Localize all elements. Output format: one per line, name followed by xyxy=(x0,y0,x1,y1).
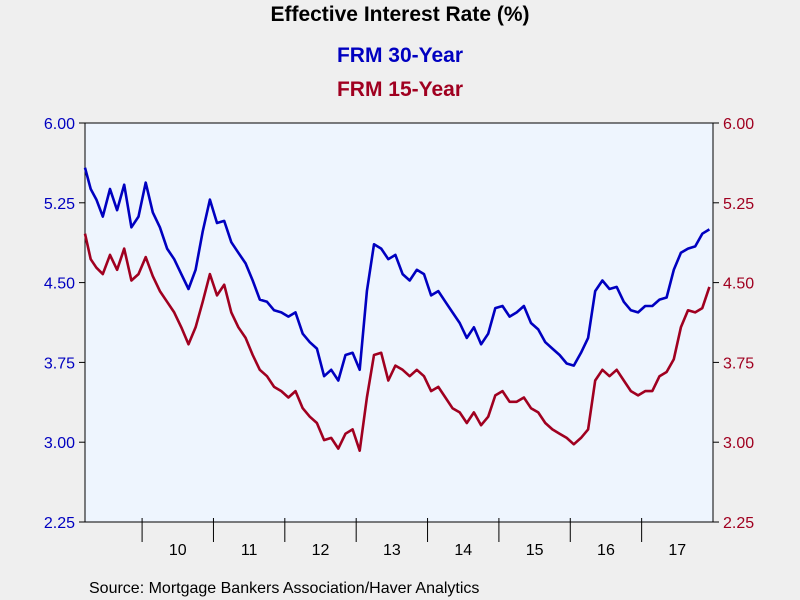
x-tick-label: 12 xyxy=(312,542,330,559)
y-axis-right: 6.00 5.25 4.50 3.75 3.00 2.25 xyxy=(713,116,754,532)
x-tick-label: 10 xyxy=(169,542,187,559)
y-tick-label-right: 3.75 xyxy=(723,355,754,372)
y-tick-label-left: 2.25 xyxy=(44,515,75,532)
series-lines xyxy=(83,167,711,453)
x-tick-label: 16 xyxy=(597,542,615,559)
legend-entry-frm-15-year: FRM 15-Year xyxy=(337,78,463,101)
y-tick-label-left: 4.50 xyxy=(44,276,75,293)
x-tick-label: 17 xyxy=(668,542,686,559)
y-tick-label-left: 5.25 xyxy=(44,196,75,213)
x-tick-label: 14 xyxy=(454,542,472,559)
series-line-frm-15-year xyxy=(83,233,711,453)
y-tick-label-right: 5.25 xyxy=(723,196,754,213)
y-tick-label-left: 6.00 xyxy=(44,116,75,133)
x-tick-label: 15 xyxy=(526,542,544,559)
y-axis-left: 6.00 5.25 4.50 3.75 3.00 2.25 xyxy=(44,116,85,532)
source-note: Source: Mortgage Bankers Association/Hav… xyxy=(89,580,479,597)
y-tick-label-right: 2.25 xyxy=(723,515,754,532)
series-line-frm-30-year xyxy=(83,167,711,382)
x-tick-label: 11 xyxy=(241,542,258,559)
y-tick-label-right: 6.00 xyxy=(723,116,754,133)
y-tick-label-right: 4.50 xyxy=(723,276,754,293)
x-axis: 10 11 12 13 14 15 16 17 xyxy=(141,518,686,559)
chart-title: Effective Interest Rate (%) xyxy=(270,3,529,26)
y-tick-label-right: 3.00 xyxy=(723,435,754,452)
plot-area xyxy=(84,122,714,523)
legend-entry-frm-30-year: FRM 30-Year xyxy=(337,44,463,67)
y-tick-label-left: 3.75 xyxy=(44,355,75,372)
x-tick-label: 13 xyxy=(383,542,401,559)
y-tick-label-left: 3.00 xyxy=(44,435,75,452)
